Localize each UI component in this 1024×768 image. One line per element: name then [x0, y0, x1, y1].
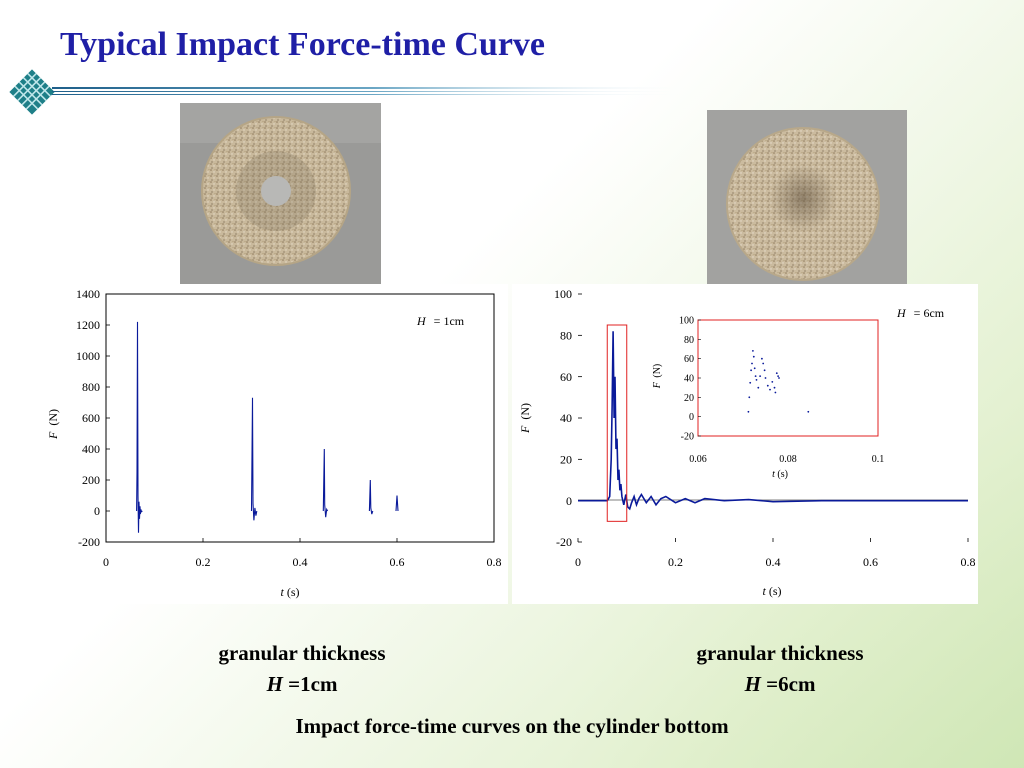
left-xtick-label: 0.2: [196, 555, 211, 569]
right-ytick-label: 40: [560, 411, 572, 425]
inset-data-point: [773, 386, 776, 389]
right-xtick-label: 0.2: [668, 555, 683, 569]
right-ytick-label: 60: [560, 370, 572, 384]
y-axis-label: F (N): [46, 409, 60, 440]
inset-ytick-label: 80: [684, 335, 694, 346]
inset-ytick-label: 100: [679, 316, 694, 327]
inset-xtick-label: 0.1: [872, 454, 885, 465]
y-axis-label: F (N): [518, 403, 532, 434]
x-axis-label: t (s): [762, 584, 781, 598]
caption-6cm: granular thickness H =6cm: [630, 638, 930, 700]
inset-ytick-label: 60: [684, 354, 694, 365]
inset-data-point: [748, 396, 751, 399]
inset-ytick-label: 40: [684, 374, 694, 385]
caption-var: H: [744, 672, 761, 696]
inset-xtick-label: 0.08: [779, 454, 797, 465]
left-ytick-label: 1000: [76, 349, 100, 363]
left-xtick-label: 0.8: [487, 555, 502, 569]
series-line: [578, 331, 968, 511]
inset-data-point: [761, 357, 763, 360]
inset-data-point: [753, 367, 756, 370]
inset-data-point: [764, 377, 767, 379]
right-ytick-label: 80: [560, 329, 572, 343]
left-xtick-label: 0.4: [293, 555, 308, 569]
inset-data-point: [778, 377, 780, 379]
slide-title: Typical Impact Force-time Curve: [60, 26, 545, 63]
diamond-logo: [9, 69, 55, 115]
caption-thickness: H =1cm: [152, 669, 452, 700]
inset-data-point: [763, 369, 766, 372]
left-ytick-label: 1400: [76, 287, 100, 301]
annotation: H = 6cm: [896, 306, 945, 320]
right-ytick-label: 0: [566, 494, 572, 508]
caption-1cm: granular thickness H =1cm: [152, 638, 452, 700]
inset-data-point: [747, 410, 750, 413]
inset-data-point: [755, 379, 758, 381]
right-ytick-label: -20: [556, 535, 572, 549]
inset-xtick-label: 0.06: [689, 454, 707, 465]
left-ytick-label: 1200: [76, 318, 100, 332]
left-ytick-label: 600: [82, 411, 100, 425]
inset-data-point: [762, 362, 765, 365]
inset-data-point: [777, 375, 779, 377]
right-xtick-label: 0: [575, 555, 581, 569]
inset-data-point: [754, 375, 757, 377]
right-xtick-label: 0.8: [961, 555, 976, 569]
inset-data-point: [752, 350, 754, 352]
inset-y-axis-label: F (N): [652, 364, 663, 390]
inset-ytick-label: 0: [689, 412, 694, 423]
left-ytick-label: 400: [82, 442, 100, 456]
x-axis-label: t (s): [280, 585, 299, 599]
caption-var: H: [266, 672, 283, 696]
right-xtick-label: 0.6: [863, 555, 878, 569]
inset-data-point: [766, 384, 769, 387]
left-ytick-label: 200: [82, 473, 100, 487]
caption-value: =1cm: [288, 672, 338, 696]
left-ytick-label: 0: [94, 504, 100, 518]
zoom-highlight-box: [606, 324, 628, 522]
caption-value: =6cm: [766, 672, 816, 696]
inset-data-point: [757, 386, 760, 389]
inset-data-point: [807, 410, 810, 413]
granular-disc-photo-6cm: [707, 110, 907, 291]
inset-data-point: [752, 355, 755, 358]
caption-thickness: H =6cm: [630, 669, 930, 700]
left-ytick-label: -200: [78, 535, 100, 549]
inset-data-point: [775, 372, 778, 375]
granular-disc-photo-1cm: [180, 103, 381, 284]
inset-ytick-label: 20: [684, 393, 694, 404]
inset-frame: [697, 319, 879, 437]
inset-chart: -20 0 20 40 60 80 100 0.06 0.08 0.1 t (s) F (N): [652, 316, 884, 481]
inset-x-axis-label: t (s): [772, 469, 788, 480]
caption-line: granular thickness: [218, 641, 386, 665]
inset-data-point: [751, 362, 753, 365]
inset-ytick-label: -20: [681, 432, 694, 443]
right-ytick-label: 100: [554, 287, 572, 301]
caption-line: granular thickness: [696, 641, 864, 665]
right-xtick-label: 0.4: [766, 555, 781, 569]
left-xtick-label: 0: [103, 555, 109, 569]
inset-data-point: [759, 375, 761, 377]
inset-data-point: [771, 381, 774, 383]
inset-data-point: [769, 388, 771, 391]
left-xtick-label: 0.6: [390, 555, 405, 569]
figure-caption: Impact force-time curves on the cylinder…: [295, 714, 729, 738]
title-underline: [52, 87, 692, 95]
inset-data-point: [750, 369, 752, 372]
right-ytick-label: 20: [560, 453, 572, 467]
inset-data-point: [774, 391, 777, 394]
annotation: H = 1cm: [416, 314, 465, 328]
left-ytick-label: 800: [82, 380, 100, 394]
inset-data-point: [749, 381, 752, 384]
